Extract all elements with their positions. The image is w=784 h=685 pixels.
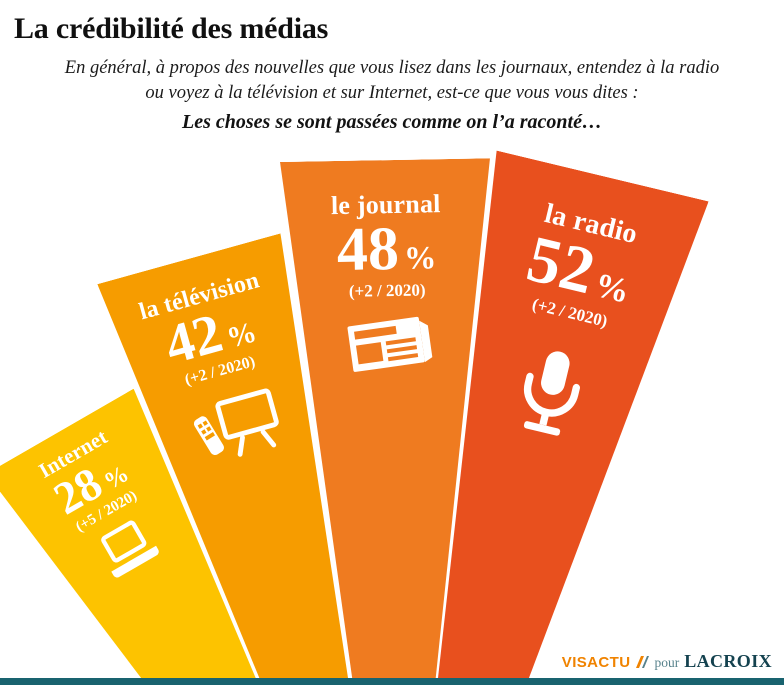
- wedge-journal-delta: (+2 / 2020): [348, 280, 426, 301]
- lacroix-logo: LACROIX: [684, 651, 772, 671]
- wedge-internet: Internet 28% (+5 / 2020): [0, 389, 474, 685]
- credits: VISACTU pour LACROIX: [562, 651, 772, 672]
- question-text: Les choses se sont passées comme on l’a …: [182, 110, 602, 133]
- bottom-bar: [0, 678, 784, 685]
- microphone-icon: [508, 340, 593, 443]
- intro-text: En général, à propos des nouvelles que v…: [12, 56, 772, 106]
- header: La crédibilité des médias En général, à …: [0, 0, 784, 134]
- wedge-journal: le journal 48% (+2 / 2020): [280, 158, 505, 685]
- wedge-television: la télévision 42% (+2 / 2020): [97, 233, 491, 685]
- tv-remote-icon: [182, 383, 290, 472]
- visactu-mark-icon: [635, 655, 650, 668]
- intro-line-2: ou voyez à la télévision et sur Internet…: [145, 82, 639, 103]
- wedge-journal-value: 48%: [336, 214, 437, 284]
- wedge-radio: la radio 52% (+2 / 2020): [294, 151, 709, 685]
- newspaper-icon: [342, 312, 435, 378]
- page-title: La crédibilité des médias: [14, 12, 329, 45]
- credits-pour: pour: [654, 655, 680, 670]
- laptop-icon: [89, 512, 168, 586]
- visactu-logo: VISACTU: [561, 654, 631, 671]
- intro-line-1: En général, à propos des nouvelles que v…: [64, 58, 720, 78]
